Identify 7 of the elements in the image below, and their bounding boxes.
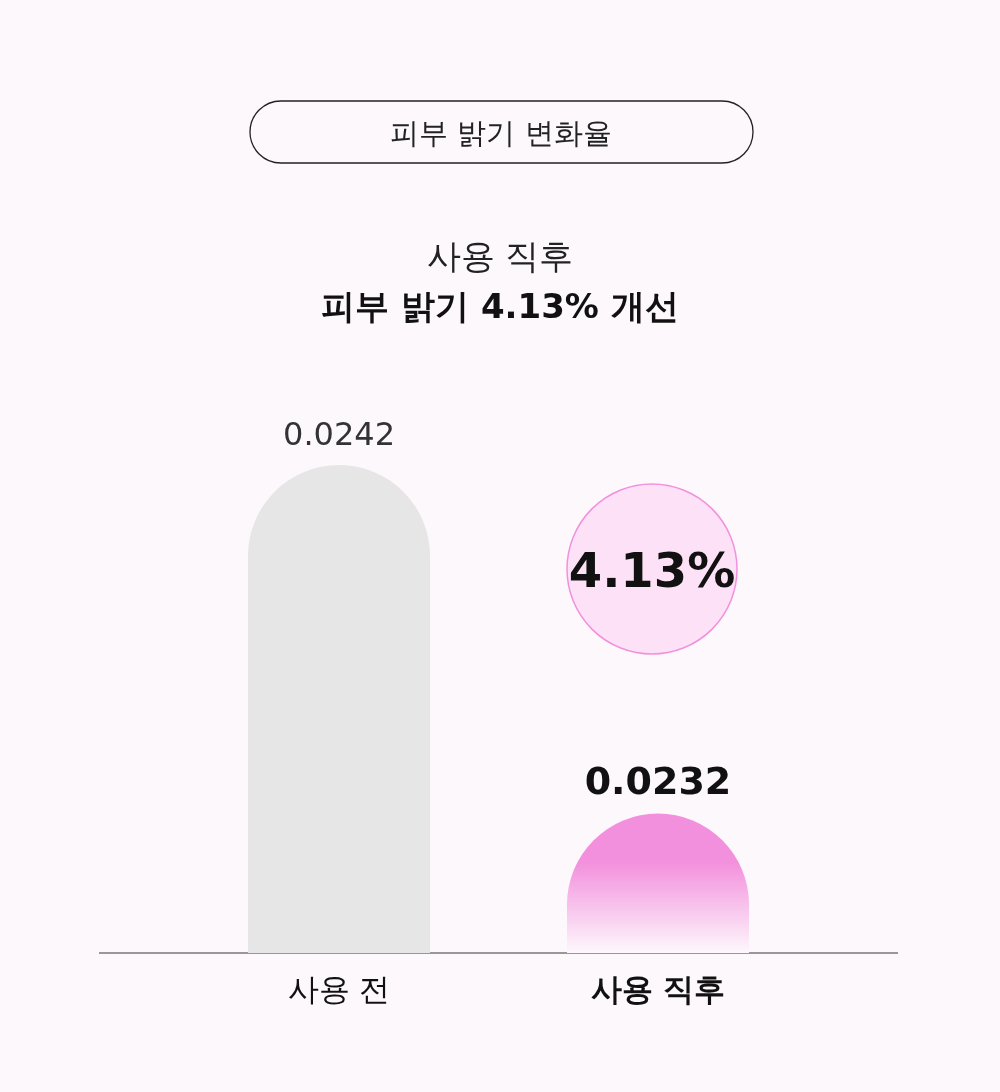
chart-title: 피부 밝기 변화율 <box>390 116 612 150</box>
annotation: 4.13% <box>568 542 736 598</box>
x-tick-label: 사용 직후 <box>590 971 726 1007</box>
x-tick-label: 사용 전 <box>287 971 391 1007</box>
data-label: 0.0232 <box>584 758 732 803</box>
data-label: 0.0242 <box>283 415 395 453</box>
chart-subtitle: 사용 직후 피부 밝기 4.13% 개선 <box>321 236 679 326</box>
